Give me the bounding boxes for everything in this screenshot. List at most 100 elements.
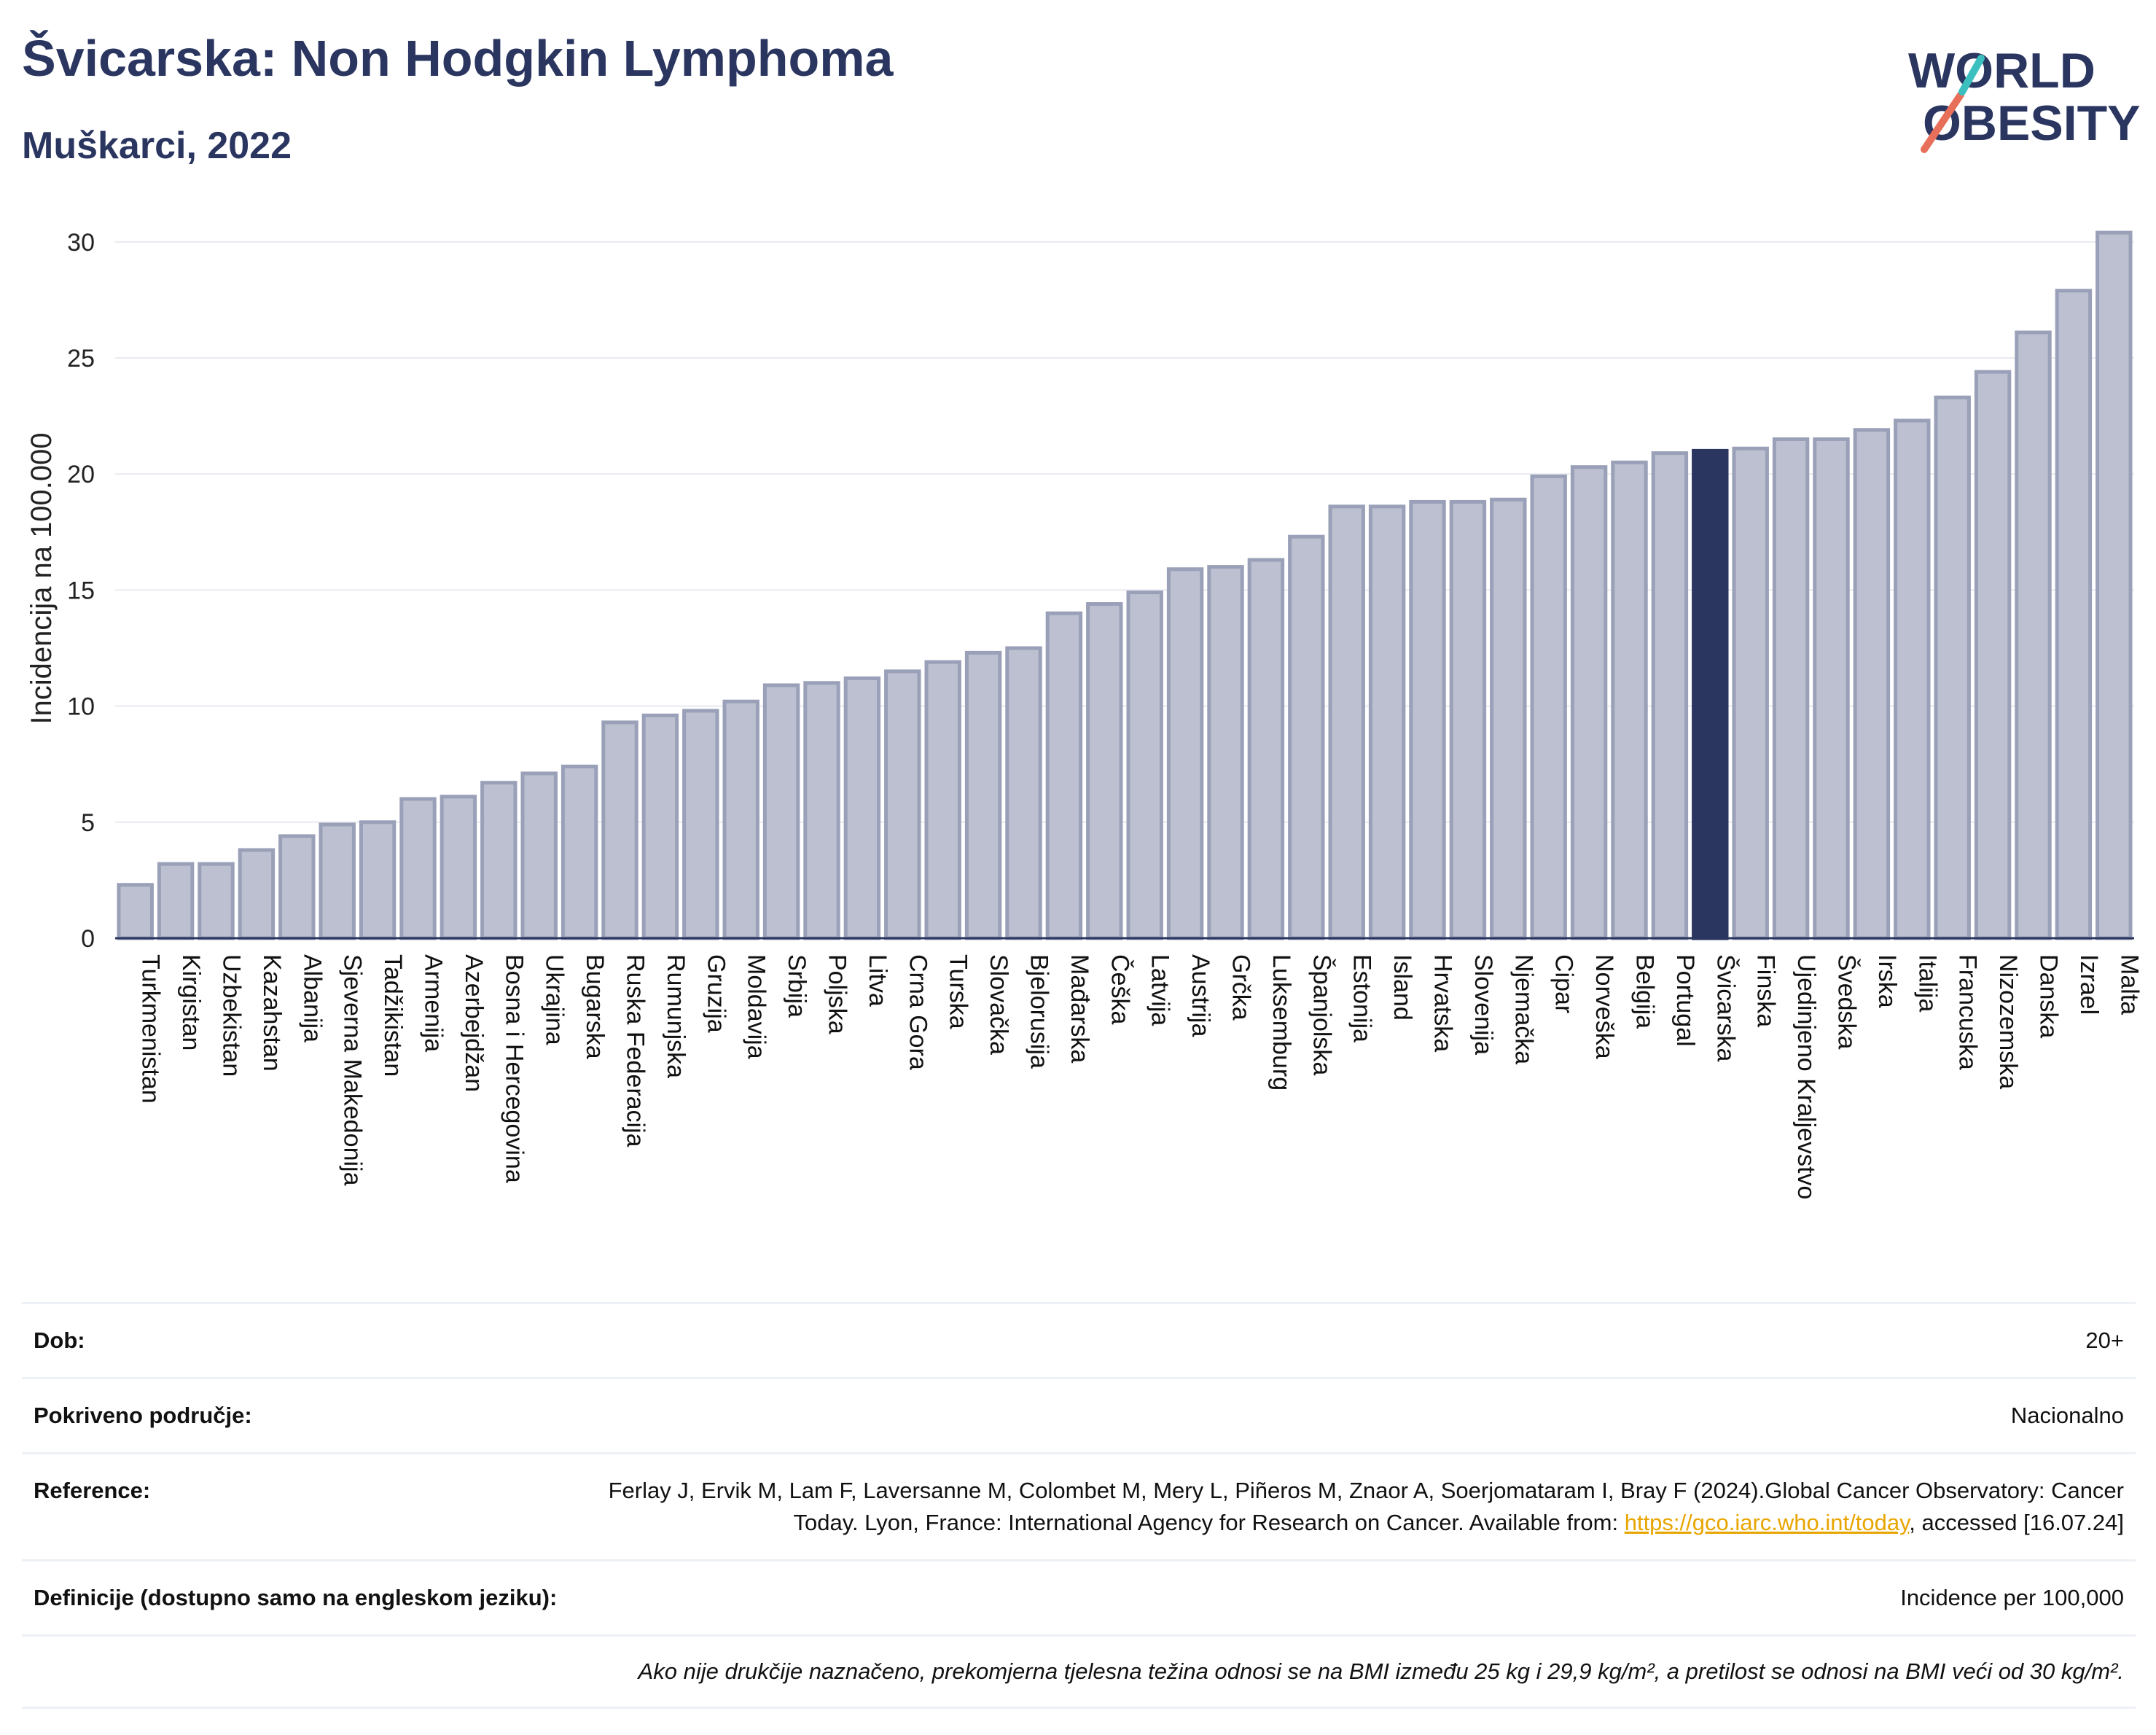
x-tick-label: Sjeverna Makedonija bbox=[339, 954, 367, 1186]
bar bbox=[1611, 460, 1648, 940]
x-tick-label: Crna Gora bbox=[904, 954, 931, 1070]
info-table: Dob: 20+ Pokriveno područje: Nacionalno … bbox=[22, 1302, 2136, 1709]
info-value: 20+ bbox=[2085, 1327, 2124, 1353]
page-subtitle: Muškarci, 2022 bbox=[22, 125, 292, 167]
info-key: Dob: bbox=[34, 1327, 85, 1353]
bar bbox=[440, 795, 477, 940]
y-tick-label: 0 bbox=[81, 925, 95, 953]
x-tick-label: Gruzija bbox=[702, 954, 730, 1033]
bar bbox=[2015, 330, 2052, 940]
y-tick-label: 10 bbox=[67, 693, 95, 721]
logo-line1: WORLD bbox=[1908, 43, 2096, 98]
reference-link[interactable]: https://gco.iarc.who.int/today bbox=[1624, 1510, 1910, 1535]
bar bbox=[117, 883, 154, 940]
bar bbox=[1934, 395, 1971, 940]
bar bbox=[238, 848, 276, 940]
bar bbox=[1490, 497, 1527, 940]
bar bbox=[722, 699, 759, 940]
bar bbox=[359, 820, 397, 940]
x-tick-label: Hrvatska bbox=[1429, 954, 1457, 1052]
x-tick-label: Švedska bbox=[1833, 954, 1861, 1049]
x-tick-label: Portugal bbox=[1671, 954, 1699, 1047]
bar bbox=[1247, 558, 1285, 940]
bar bbox=[641, 713, 679, 940]
x-tick-label: Ruska Federacija bbox=[622, 954, 649, 1147]
bar bbox=[1207, 565, 1244, 940]
bar bbox=[561, 764, 598, 940]
y-tick-label: 15 bbox=[67, 577, 95, 604]
logo-slash-teal bbox=[1958, 55, 1985, 95]
x-tick-label: Cipar bbox=[1550, 954, 1578, 1013]
info-row-age: Dob: 20+ bbox=[22, 1302, 2136, 1377]
x-tick-label: Grčka bbox=[1227, 954, 1255, 1021]
bar bbox=[601, 720, 638, 940]
x-tick-label: Litva bbox=[864, 954, 891, 1007]
x-tick-label: Malta bbox=[2115, 954, 2143, 1015]
x-tick-label: Azerbejdžan bbox=[460, 954, 488, 1092]
x-tick-label: Kirgistan bbox=[177, 954, 205, 1050]
bar bbox=[480, 781, 517, 940]
x-tick-label: Slovenija bbox=[1469, 954, 1497, 1055]
info-key: Pokriveno područje: bbox=[34, 1403, 252, 1428]
bar bbox=[924, 660, 961, 940]
x-tick-label: Srbija bbox=[783, 954, 811, 1018]
bar bbox=[1126, 590, 1163, 940]
x-tick-label: Ujedinjeno Kraljevstvo bbox=[1792, 954, 1820, 1199]
bar bbox=[198, 862, 235, 940]
bar bbox=[1328, 504, 1365, 940]
bar bbox=[682, 709, 719, 940]
bar bbox=[2096, 230, 2133, 940]
x-tick-label: Ukrajina bbox=[541, 954, 569, 1045]
x-tick-label: Bugarska bbox=[581, 954, 609, 1059]
bar bbox=[1368, 504, 1406, 940]
x-tick-label: Kazahstan bbox=[258, 954, 286, 1072]
info-value: Ferlay J, Ervik M, Lam F, Laversanne M, … bbox=[593, 1475, 2124, 1539]
info-row-definitions: Definicije (dostupno samo na engleskom j… bbox=[22, 1559, 2136, 1634]
x-tick-label: Estonija bbox=[1348, 954, 1376, 1042]
bar bbox=[1530, 474, 1567, 940]
x-tick-label: Tadžikistan bbox=[379, 954, 407, 1077]
bar bbox=[1449, 499, 1487, 940]
bar bbox=[1005, 646, 1042, 940]
bar bbox=[1974, 370, 2012, 940]
x-tick-label: Irska bbox=[1873, 954, 1901, 1008]
x-tick-label: Danska bbox=[2035, 954, 2063, 1038]
x-tick-label: Albanija bbox=[298, 954, 326, 1042]
y-axis-title: Incidencija na 100.000 bbox=[26, 432, 58, 724]
bar-chart: 0 5 10 15 20 25 30 Incidencija na 100.000 Turkme… bbox=[26, 229, 2143, 1200]
x-tick-label: Mađarska bbox=[1066, 954, 1093, 1063]
x-tick-label: Rumunjska bbox=[662, 954, 690, 1078]
x-tick-label: Turska bbox=[945, 954, 972, 1029]
page-title: Švicarska: Non Hodgkin Lymphoma bbox=[22, 30, 894, 87]
bar bbox=[1288, 534, 1325, 940]
x-tick-label: Latvija bbox=[1147, 954, 1174, 1026]
bar bbox=[157, 862, 195, 940]
x-tick-label: Švicarska bbox=[1711, 954, 1739, 1061]
bar bbox=[1692, 448, 1729, 940]
bar bbox=[1166, 567, 1204, 940]
info-value: Incidence per 100,000 bbox=[1900, 1585, 2124, 1610]
y-tick-label: 5 bbox=[81, 809, 95, 837]
x-tick-label: Češka bbox=[1106, 954, 1133, 1024]
bar bbox=[278, 834, 316, 940]
bar bbox=[1651, 451, 1689, 940]
bar bbox=[1045, 611, 1083, 940]
x-tick-label: Luksemburg bbox=[1268, 954, 1295, 1091]
x-tick-label: Slovačka bbox=[985, 954, 1012, 1055]
bar bbox=[1853, 428, 1891, 940]
logo-slash-red bbox=[1921, 91, 1964, 153]
x-tick-label: Bosna i Hercegovina bbox=[500, 954, 528, 1183]
y-tick-label: 20 bbox=[67, 461, 95, 488]
bar bbox=[762, 683, 800, 940]
bar bbox=[399, 797, 437, 940]
reference-text: Ferlay J, Ervik M, Lam F, Laversanne M, … bbox=[608, 1478, 2124, 1535]
info-value: Nacionalno bbox=[2010, 1403, 2124, 1428]
bar bbox=[1570, 465, 1608, 940]
bar bbox=[2055, 289, 2093, 940]
x-tick-label: Austrija bbox=[1187, 954, 1214, 1037]
x-tick-label: Armenija bbox=[420, 954, 448, 1052]
bar bbox=[1409, 499, 1446, 940]
info-key: Reference: bbox=[34, 1478, 151, 1503]
x-tick-label: Poljska bbox=[824, 954, 851, 1034]
bar bbox=[964, 650, 1002, 940]
